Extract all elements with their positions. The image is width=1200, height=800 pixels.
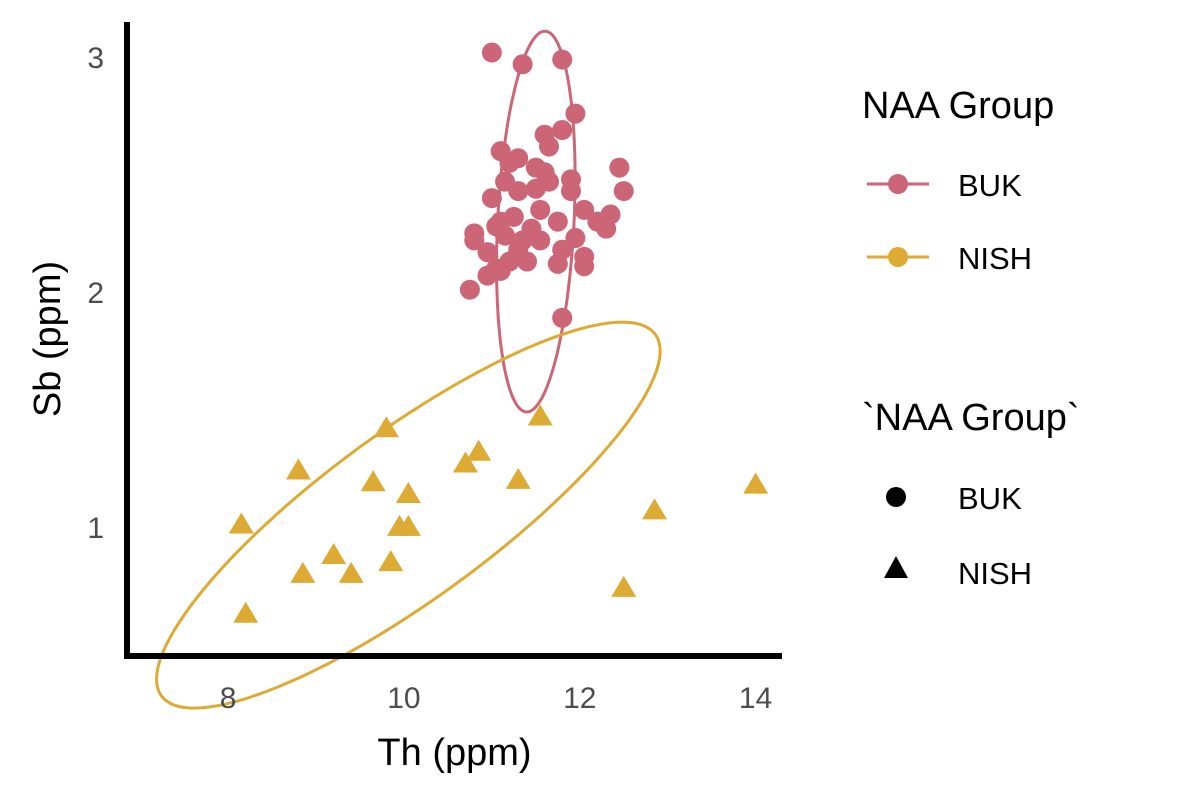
legend-shape-entry-nish: NISH: [884, 556, 1032, 591]
data-point: [574, 199, 595, 220]
plot-area: [155, 29, 769, 710]
data-point: [530, 230, 551, 251]
data-point: [565, 228, 586, 249]
x-axis-title: Th (ppm): [377, 732, 531, 774]
data-point: [285, 458, 311, 480]
data-point: [490, 260, 511, 281]
legend-color-title: NAA Group: [862, 85, 1054, 127]
legend-shape-label-nish: NISH: [958, 556, 1032, 591]
data-point: [452, 451, 478, 473]
data-point: [574, 256, 595, 277]
data-point: [338, 561, 364, 583]
data-point: [609, 157, 630, 178]
x-tick-label: 12: [563, 682, 596, 715]
x-tick-label: 14: [739, 682, 772, 715]
y-axis-ticks: 1 2 3: [87, 42, 104, 545]
data-point: [508, 181, 529, 202]
legend-color-label-buk: BUK: [958, 168, 1022, 203]
x-tick-label: 8: [220, 682, 237, 715]
data-point: [530, 199, 551, 220]
data-point: [499, 152, 520, 173]
data-point: [395, 481, 421, 503]
data-point: [527, 404, 553, 426]
data-point: [547, 253, 568, 274]
data-point: [613, 181, 634, 202]
data-point: [565, 103, 586, 124]
data-point: [459, 279, 480, 300]
data-point: [360, 470, 386, 492]
data-point: [290, 561, 316, 583]
legend-shape-entry-buk: BUK: [886, 481, 1022, 516]
data-point: [464, 223, 485, 244]
data-point: [525, 178, 546, 199]
series-nish: [155, 320, 769, 710]
x-tick-label: 10: [387, 682, 420, 715]
y-tick-label: 2: [87, 277, 104, 310]
legend-color-label-nish: NISH: [958, 241, 1032, 276]
data-point: [517, 251, 538, 272]
y-tick-label: 3: [87, 42, 104, 75]
data-point: [378, 550, 404, 572]
data-point: [642, 498, 668, 520]
data-point: [228, 512, 254, 534]
data-point: [552, 307, 573, 328]
legend-shape-label-buk: BUK: [958, 481, 1022, 516]
data-point: [539, 136, 560, 157]
legend-color-entry-buk: BUK: [867, 168, 1022, 203]
legend-shape: `NAA Group` BUK NISH: [862, 397, 1080, 591]
ellipse-nish: [155, 320, 662, 710]
data-point: [560, 181, 581, 202]
data-point: [495, 225, 516, 246]
data-point: [596, 218, 617, 239]
x-axis-ticks: 8 10 12 14: [220, 682, 773, 715]
legend-color-key-dot: [888, 247, 908, 267]
data-point: [321, 543, 347, 565]
circle-icon: [886, 487, 906, 507]
data-point: [512, 230, 533, 251]
legend-color: NAA Group BUK NISH: [862, 85, 1054, 276]
data-point: [611, 575, 637, 597]
data-point: [743, 472, 769, 494]
data-point: [505, 467, 531, 489]
data-point: [481, 188, 502, 209]
y-axis-title: Sb (ppm): [27, 261, 69, 417]
data-point: [552, 49, 573, 70]
legend-shape-title: `NAA Group`: [862, 397, 1080, 439]
data-point: [503, 206, 524, 227]
y-tick-label: 1: [87, 512, 104, 545]
legend-color-entry-nish: NISH: [867, 241, 1032, 276]
data-point: [373, 416, 399, 438]
data-point: [547, 211, 568, 232]
data-point: [477, 242, 498, 263]
data-point: [552, 120, 573, 141]
series-buk: [459, 29, 634, 414]
data-point: [395, 514, 421, 536]
data-point: [481, 42, 502, 63]
data-point: [233, 601, 259, 623]
ellipse-buk: [494, 29, 577, 414]
legend-color-key-dot: [888, 174, 908, 194]
data-point: [466, 439, 492, 461]
triangle-icon: [884, 556, 908, 578]
data-point: [512, 54, 533, 75]
